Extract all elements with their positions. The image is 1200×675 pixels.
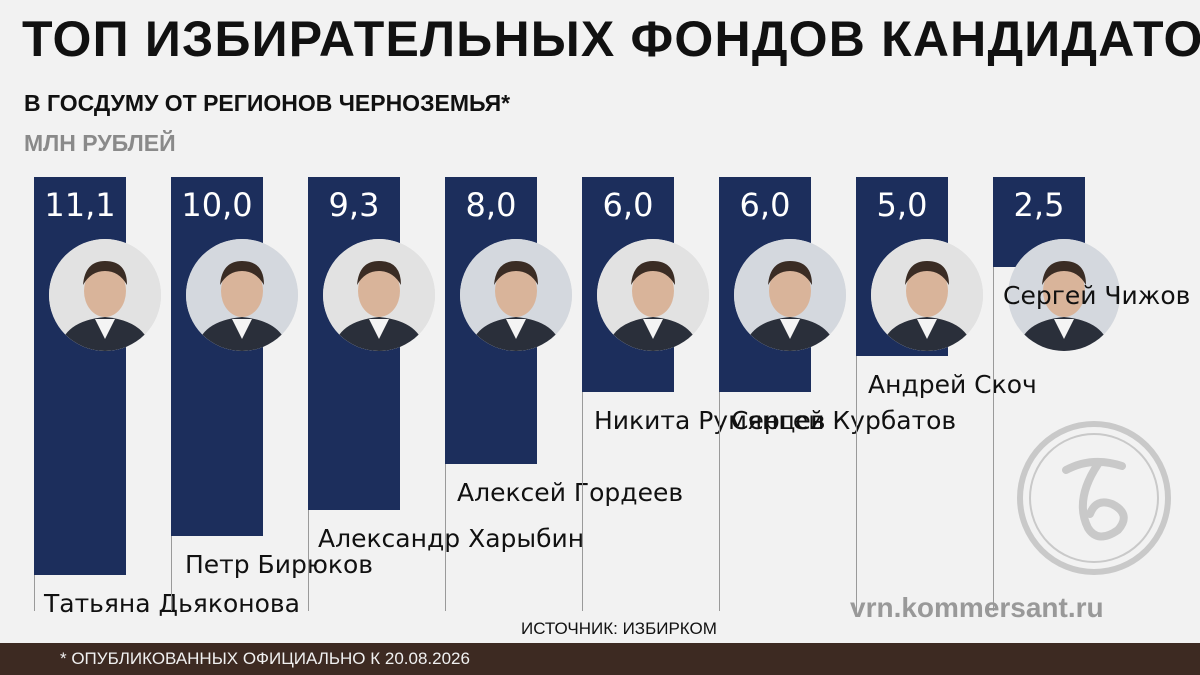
source-note: ИСТОЧНИК: ИЗБИРКОМ	[521, 619, 717, 638]
unit-label: МЛН РУБЛЕЙ	[24, 130, 176, 156]
candidate-photo	[871, 239, 983, 351]
bar-guide-line	[719, 392, 720, 611]
footer-bar: * ОПУБЛИКОВАННЫХ ОФИЦИАЛЬНО К 20.08.2026	[0, 643, 1200, 675]
candidate-name: Петр Бирюков	[185, 550, 374, 579]
bar-value-label: 2,5	[1013, 186, 1065, 224]
bar-guide-line	[34, 575, 35, 611]
bar-value-label: 11,1	[44, 186, 116, 224]
candidate-photo	[734, 239, 846, 351]
bar-value-label: 10,0	[181, 186, 253, 224]
bar	[171, 177, 263, 536]
bar-value-label: 8,0	[465, 186, 517, 224]
bar-guide-line	[308, 510, 309, 611]
kommersant-logo-watermark	[1017, 421, 1171, 575]
candidate-photo	[460, 239, 572, 351]
candidate-name: Сергей Чижов	[1003, 281, 1191, 310]
candidate-name: Алексей Гордеев	[457, 478, 684, 507]
candidate-photo	[49, 239, 161, 351]
bar-value-label: 6,0	[739, 186, 791, 224]
candidate-name: Андрей Скоч	[868, 370, 1037, 399]
footnote: * ОПУБЛИКОВАННЫХ ОФИЦИАЛЬНО К 20.08.2026	[60, 649, 470, 668]
bar-guide-line	[445, 464, 446, 611]
bar	[34, 177, 126, 575]
bar-guide-line	[582, 392, 583, 611]
candidate-name: Никита Румянцев	[594, 406, 826, 435]
bar-guide-line	[856, 356, 857, 611]
candidate-name: Александр Харыбин	[318, 524, 585, 553]
candidate-photo	[1008, 239, 1120, 351]
candidate-photo	[186, 239, 298, 351]
bar-value-label: 5,0	[876, 186, 928, 224]
bar-guide-line	[993, 267, 994, 611]
candidate-photo	[323, 239, 435, 351]
bar-value-label: 6,0	[602, 186, 654, 224]
bar-value-label: 9,3	[328, 186, 380, 224]
site-url: vrn.kommersant.ru	[850, 592, 1104, 623]
chart-title: ТОП ИЗБИРАТЕЛЬНЫХ ФОНДОВ КАНДИДАТОВ	[22, 11, 1200, 67]
candidate-name: Сергей Курбатов	[731, 406, 957, 435]
bar-guide-line	[171, 536, 172, 611]
candidate-photo	[597, 239, 709, 351]
chart-subtitle: В ГОСДУМУ ОТ РЕГИОНОВ ЧЕРНОЗЕМЬЯ*	[24, 90, 511, 116]
